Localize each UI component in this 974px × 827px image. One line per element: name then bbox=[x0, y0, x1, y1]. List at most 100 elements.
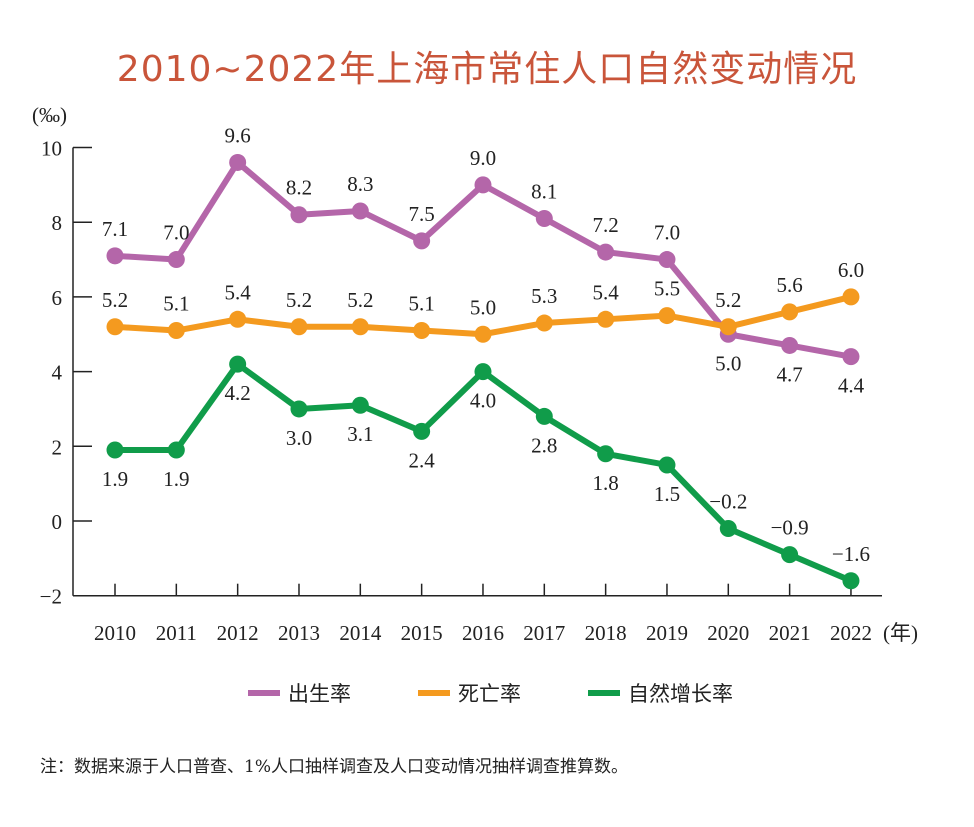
data-label: 1.5 bbox=[654, 482, 680, 506]
data-label: 4.0 bbox=[470, 389, 496, 413]
data-point bbox=[106, 247, 124, 265]
data-label: −0.9 bbox=[771, 516, 809, 540]
data-point bbox=[842, 348, 860, 366]
data-label: 4.7 bbox=[777, 362, 803, 386]
x-tick-label: 2013 bbox=[278, 621, 320, 645]
data-label: 5.0 bbox=[470, 295, 496, 319]
data-point bbox=[229, 355, 247, 373]
data-point bbox=[781, 336, 799, 354]
data-label: 9.0 bbox=[470, 146, 496, 170]
legend-label: 自然增长率 bbox=[628, 682, 733, 706]
data-point bbox=[658, 251, 676, 269]
y-tick-label: 6 bbox=[52, 286, 63, 310]
data-point bbox=[229, 153, 247, 171]
data-label: 8.2 bbox=[286, 176, 312, 200]
data-point bbox=[351, 396, 369, 414]
data-label: 3.1 bbox=[347, 422, 373, 446]
data-point bbox=[658, 307, 676, 325]
legend-label: 出生率 bbox=[288, 682, 351, 706]
data-point bbox=[842, 288, 860, 306]
data-point bbox=[781, 546, 799, 564]
x-tick-label: 2021 bbox=[769, 621, 811, 645]
data-label: 7.5 bbox=[409, 202, 435, 226]
data-label: 2.4 bbox=[409, 448, 436, 472]
chart-title: 2010~2022年上海市常住人口自然变动情况 bbox=[116, 49, 858, 90]
data-point bbox=[290, 318, 308, 336]
x-tick-label: 2016 bbox=[462, 621, 504, 645]
data-label: 5.4 bbox=[225, 280, 252, 304]
data-label: 5.2 bbox=[102, 288, 128, 312]
data-point bbox=[658, 456, 676, 474]
legend-label: 死亡率 bbox=[458, 682, 521, 706]
x-tick-label: 2019 bbox=[646, 621, 688, 645]
data-label: 7.0 bbox=[654, 221, 680, 245]
data-point bbox=[535, 407, 553, 425]
data-label: 1.8 bbox=[593, 471, 619, 495]
data-label: 5.0 bbox=[715, 351, 741, 375]
data-label: 7.2 bbox=[593, 213, 619, 237]
data-point bbox=[597, 243, 615, 261]
data-label: −0.2 bbox=[709, 489, 747, 513]
data-point bbox=[719, 318, 737, 336]
data-point bbox=[781, 303, 799, 321]
data-point bbox=[474, 176, 492, 194]
data-label: 5.4 bbox=[593, 280, 620, 304]
data-point bbox=[474, 325, 492, 343]
data-point bbox=[290, 206, 308, 224]
data-label: 7.1 bbox=[102, 217, 128, 241]
data-label: 8.3 bbox=[347, 172, 373, 196]
data-point bbox=[106, 441, 124, 459]
data-point bbox=[474, 363, 492, 381]
x-tick-label: 2018 bbox=[585, 621, 627, 645]
y-axis-unit: (‰) bbox=[32, 103, 67, 127]
x-tick-label: 2020 bbox=[707, 621, 749, 645]
x-tick-label: 2014 bbox=[339, 621, 382, 645]
y-tick-label: 10 bbox=[41, 137, 62, 161]
data-label: −1.6 bbox=[832, 542, 870, 566]
data-label: 5.3 bbox=[531, 284, 557, 308]
data-point bbox=[167, 322, 185, 340]
data-label: 5.2 bbox=[715, 288, 741, 312]
y-tick-label: 2 bbox=[52, 435, 63, 459]
y-tick-label: 8 bbox=[52, 211, 63, 235]
data-label: 3.0 bbox=[286, 426, 312, 450]
data-point bbox=[719, 519, 737, 537]
y-tick-label: 4 bbox=[52, 361, 63, 385]
x-tick-label: 2011 bbox=[156, 621, 197, 645]
data-point bbox=[229, 310, 247, 328]
data-label: 5.2 bbox=[347, 288, 373, 312]
data-point bbox=[413, 422, 431, 440]
data-label: 5.5 bbox=[654, 277, 680, 301]
data-point bbox=[597, 310, 615, 328]
data-point bbox=[413, 232, 431, 250]
x-tick-label: 2010 bbox=[94, 621, 136, 645]
data-label: 8.1 bbox=[531, 179, 557, 203]
data-point bbox=[167, 441, 185, 459]
data-point bbox=[106, 318, 124, 336]
data-point bbox=[535, 209, 553, 227]
data-label: 9.6 bbox=[225, 123, 251, 147]
data-label: 7.0 bbox=[163, 221, 189, 245]
data-label: 5.6 bbox=[777, 273, 803, 297]
data-point bbox=[597, 445, 615, 463]
data-point bbox=[167, 251, 185, 269]
data-label: 5.1 bbox=[163, 292, 189, 316]
x-tick-label: 2015 bbox=[401, 621, 443, 645]
data-point bbox=[290, 400, 308, 418]
data-point bbox=[351, 318, 369, 336]
x-tick-label: 2022 bbox=[830, 621, 872, 645]
data-label: 5.1 bbox=[409, 292, 435, 316]
data-point bbox=[413, 322, 431, 340]
x-axis-unit: (年) bbox=[883, 621, 918, 645]
data-point bbox=[351, 202, 369, 220]
data-label: 1.9 bbox=[102, 467, 128, 491]
data-label: 2.8 bbox=[531, 433, 557, 457]
data-label: 1.9 bbox=[163, 467, 189, 491]
data-label: 4.4 bbox=[838, 374, 865, 398]
data-label: 5.2 bbox=[286, 288, 312, 312]
data-point bbox=[535, 314, 553, 332]
data-label: 6.0 bbox=[838, 258, 864, 282]
x-tick-label: 2017 bbox=[523, 621, 565, 645]
footnote: 注：数据来源于人口普查、1%人口抽样调查及人口变动情况抽样调查推算数。 bbox=[40, 757, 628, 777]
